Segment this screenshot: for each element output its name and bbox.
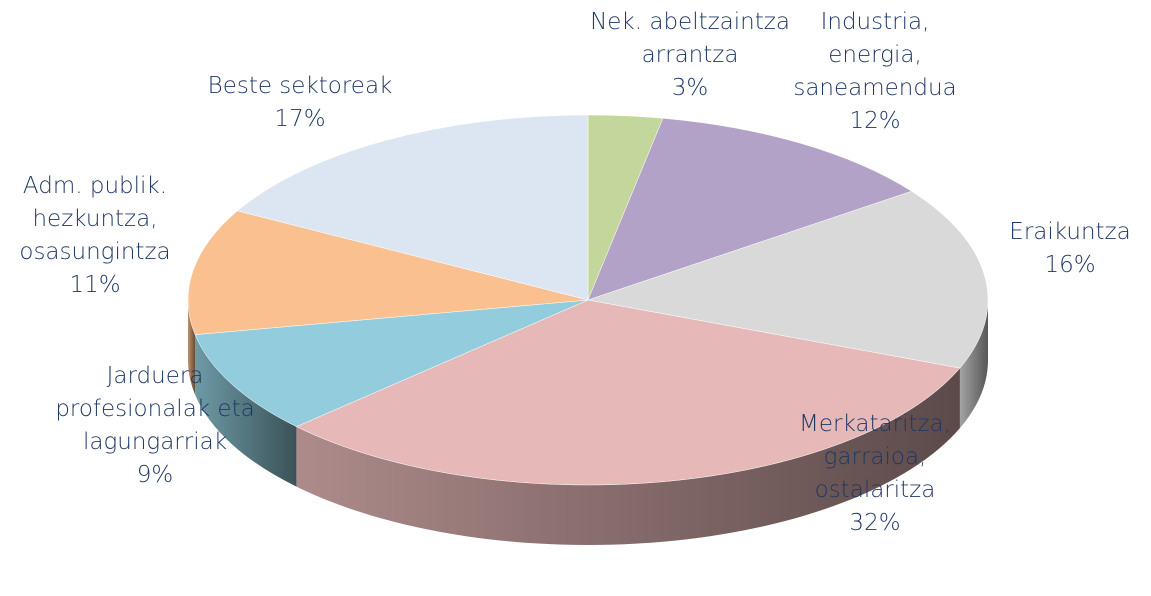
pie-slice <box>236 114 589 301</box>
pie-side <box>296 368 960 545</box>
value-label: 16% <box>1044 252 1096 278</box>
category-name: Eraikuntza <box>1009 219 1131 245</box>
value-label: 9% <box>136 462 174 488</box>
pie-slice <box>587 190 989 369</box>
pie-slice <box>187 210 589 335</box>
slice-label: Adm. publik. hezkuntza, osasungintza 11% <box>19 170 170 302</box>
pie-slice <box>295 299 961 486</box>
slice-label: Industria, energia, saneamendua 12% <box>793 6 956 138</box>
category-name: Industria, energia, saneamendua <box>793 9 957 101</box>
pie-side <box>195 334 297 487</box>
slice-label: Jarduera profesionalak eta lagungarriak 9… <box>55 360 254 492</box>
slice-label: Eraikuntza 16% <box>1009 216 1130 282</box>
category-name: Jarduera profesionalak eta lagungarriak <box>55 363 255 455</box>
pie-slice <box>587 118 913 301</box>
slice-label: Beste sektoreak 17% <box>208 70 393 136</box>
category-name: Merkataritza, garraioa, ostalaritza <box>799 411 951 503</box>
value-label: 11% <box>69 272 121 298</box>
pie-side <box>959 300 988 429</box>
pie-slice <box>194 299 589 427</box>
value-label: 3% <box>671 75 709 101</box>
slice-label: Nek. abeltzaintza arrantza 3% <box>590 6 790 105</box>
category-name: Nek. abeltzaintza arrantza <box>590 9 790 68</box>
slice-label: Merkataritza, garraioa, ostalaritza 32% <box>799 408 951 540</box>
value-label: 17% <box>274 106 326 132</box>
value-label: 32% <box>849 510 901 536</box>
category-name: Adm. publik. hezkuntza, osasungintza <box>19 173 171 265</box>
category-name: Beste sektoreak <box>207 73 393 99</box>
value-label: 12% <box>849 108 901 134</box>
pie-side <box>188 300 196 395</box>
